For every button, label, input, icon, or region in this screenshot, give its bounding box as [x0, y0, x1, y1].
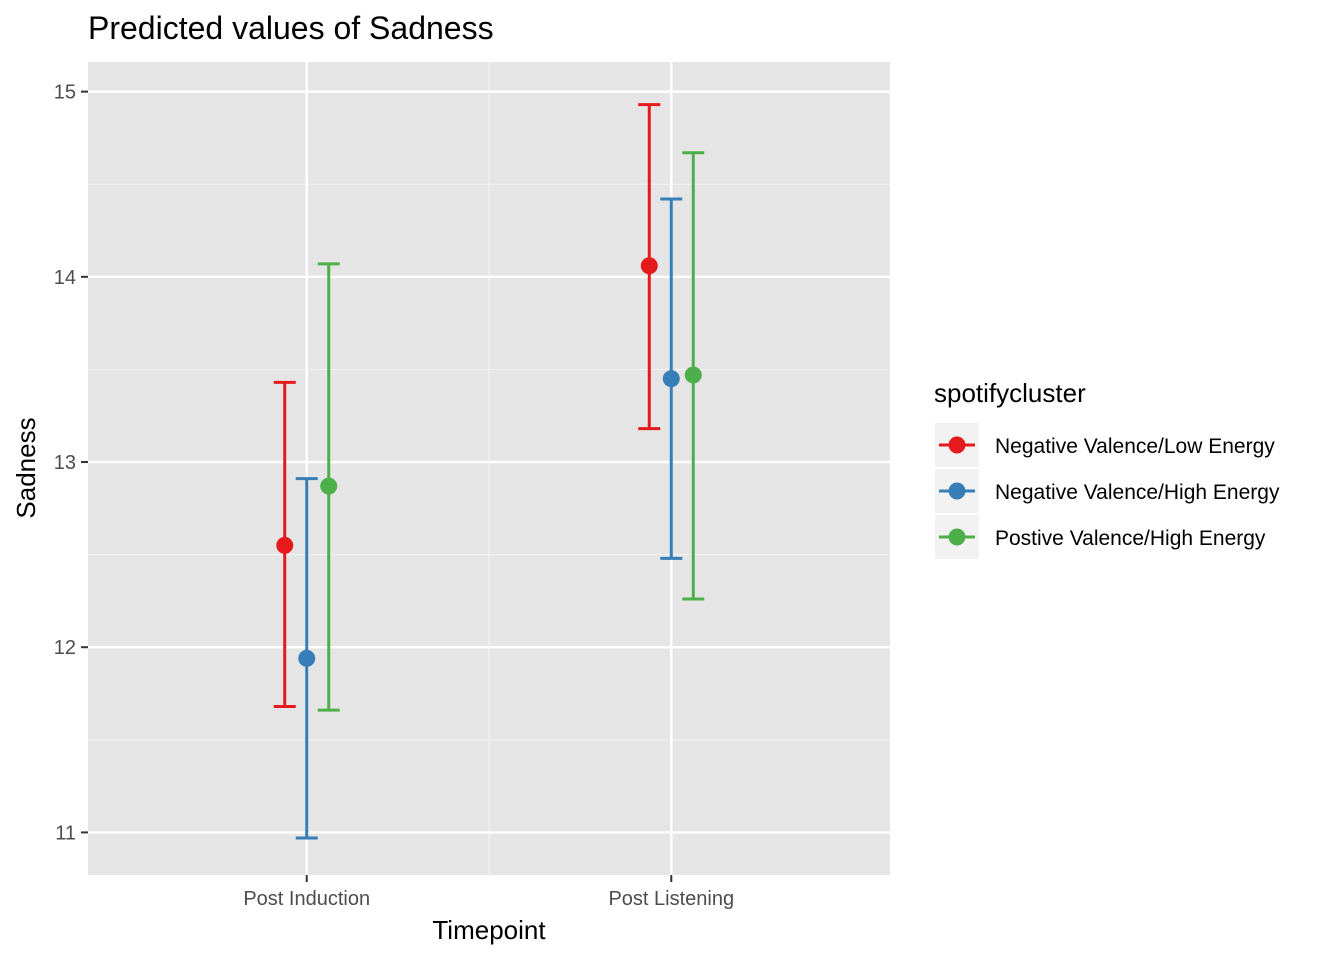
legend: spotifycluster Negative Valence/Low Ener… — [934, 378, 1280, 559]
series-layer — [273, 103, 705, 840]
x-axis-title: Timepoint — [432, 915, 546, 945]
data-point — [298, 649, 316, 667]
series-0 — [273, 103, 661, 708]
data-point — [276, 536, 294, 554]
legend-title: spotifycluster — [934, 378, 1086, 408]
data-point — [662, 370, 680, 388]
data-point — [320, 477, 338, 495]
y-tick-label: 13 — [54, 452, 76, 474]
legend-item: Postive Valence/High Energy — [935, 515, 1266, 559]
legend-item: Negative Valence/High Energy — [935, 469, 1280, 513]
y-tick-label: 15 — [54, 82, 76, 104]
x-axis: Post Induction Post Listening — [243, 875, 734, 910]
legend-label: Postive Valence/High Energy — [995, 527, 1266, 550]
chart-title: Predicted values of Sadness — [88, 10, 494, 46]
data-point — [640, 257, 658, 275]
series-1 — [295, 197, 683, 840]
data-point — [684, 366, 702, 384]
legend-key-point — [948, 436, 966, 454]
y-tick-label: 11 — [55, 822, 76, 844]
y-axis-title: Sadness — [11, 417, 41, 518]
y-tick-label: 12 — [54, 637, 76, 659]
minor-grid — [88, 62, 890, 875]
legend-key-point — [948, 528, 966, 546]
x-tick-label: Post Listening — [608, 888, 734, 910]
legend-key-point — [948, 482, 966, 500]
x-tick-label: Post Induction — [243, 888, 370, 910]
legend-label: Negative Valence/High Energy — [995, 481, 1280, 504]
y-axis: 11 12 13 14 15 — [54, 82, 88, 844]
y-tick-label: 14 — [54, 267, 76, 289]
legend-label: Negative Valence/Low Energy — [995, 435, 1275, 458]
series-2 — [317, 151, 705, 712]
legend-item: Negative Valence/Low Energy — [935, 423, 1275, 467]
